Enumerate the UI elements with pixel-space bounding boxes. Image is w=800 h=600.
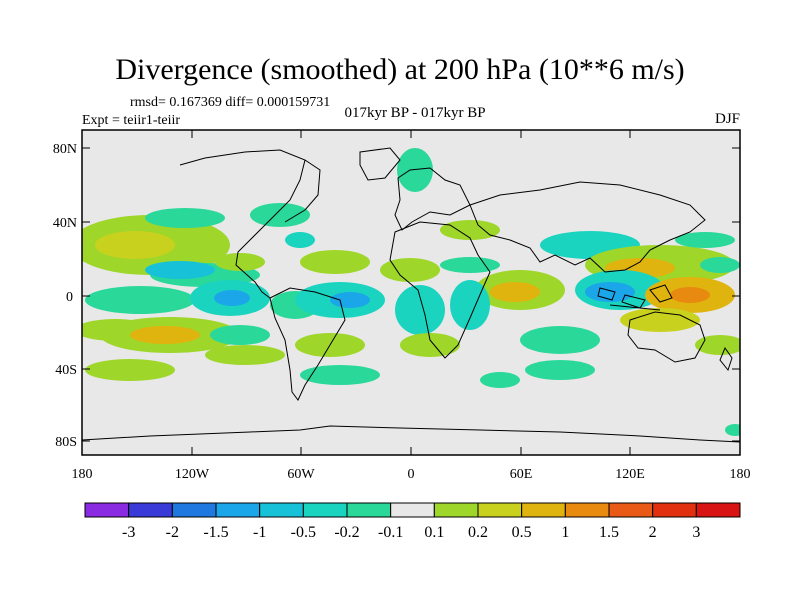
period-label: 017kyr BP - 017kyr BP	[344, 105, 486, 121]
stats-text: rmsd= 0.167369 diff= 0.000159731	[130, 95, 331, 110]
lat-tick-label: 40S	[55, 363, 77, 378]
lon-tick-label: 60W	[287, 467, 315, 482]
plot-title: Divergence (smoothed) at 200 hPa (10**6 …	[115, 53, 685, 86]
colorbar-swatch	[521, 502, 566, 518]
lon-tick-label: 120E	[615, 467, 645, 482]
colorbar-swatch	[608, 502, 654, 518]
colorbar-swatch	[346, 502, 392, 518]
colorbar-label: -0.2	[334, 524, 359, 541]
colorbar-label: 2	[649, 524, 657, 541]
colorbar-label: -1	[253, 524, 266, 541]
lon-tick-label: 120W	[175, 467, 210, 482]
lat-tick-label: 80N	[53, 142, 77, 157]
lat-tick-label: 80S	[55, 435, 77, 450]
lat-tick-label: 40N	[53, 216, 77, 231]
colorbar-label: 0.5	[512, 524, 532, 541]
colorbar-swatch	[564, 502, 610, 518]
colorbar-label: 3	[692, 524, 700, 541]
colorbar-label: 1.5	[599, 524, 619, 541]
lat-tick-label: 0	[66, 290, 73, 305]
colorbar-swatch	[695, 502, 741, 518]
colorbar-swatch	[302, 502, 348, 518]
colorbar-swatch	[477, 502, 523, 518]
lon-tick-label: 180	[730, 467, 751, 482]
colorbar-label: 1	[561, 524, 569, 541]
colorbar-swatch	[171, 502, 217, 518]
colorbar-label: -0.1	[378, 524, 403, 541]
colorbar-swatch	[433, 502, 479, 518]
experiment-label: Expt = teiir1-teiir	[82, 113, 181, 128]
colorbar-swatch	[128, 502, 173, 518]
season-label: DJF	[714, 111, 740, 127]
divergence-field	[82, 148, 740, 436]
colorbar-swatch	[390, 502, 435, 518]
colorbar: -3 -2 -1.5 -1 -0.5 -0.2 -0.1 0.1 0.2 0.5 1 1.5 2 3	[84, 502, 741, 541]
colorbar-label: 0.1	[424, 524, 444, 541]
colorbar-label: -1.5	[203, 524, 228, 541]
lat-axis: 80N 40N 0 40S 80S	[53, 142, 740, 450]
lon-tick-label: 180	[72, 467, 93, 482]
colorbar-label: -3	[122, 524, 135, 541]
colorbar-swatch	[84, 502, 130, 518]
colorbar-swatch	[259, 502, 304, 518]
colorbar-label: 0.2	[468, 524, 488, 541]
lon-tick-label: 60E	[510, 467, 533, 482]
colorbar-swatch	[652, 502, 697, 518]
coastlines	[82, 147, 740, 443]
colorbar-label: -2	[166, 524, 179, 541]
colorbar-swatch	[215, 502, 261, 518]
colorbar-label: -0.5	[291, 524, 316, 541]
lon-axis: 180 120W 60W 0 60E 120E 180	[72, 130, 751, 482]
lon-tick-label: 0	[408, 467, 415, 482]
